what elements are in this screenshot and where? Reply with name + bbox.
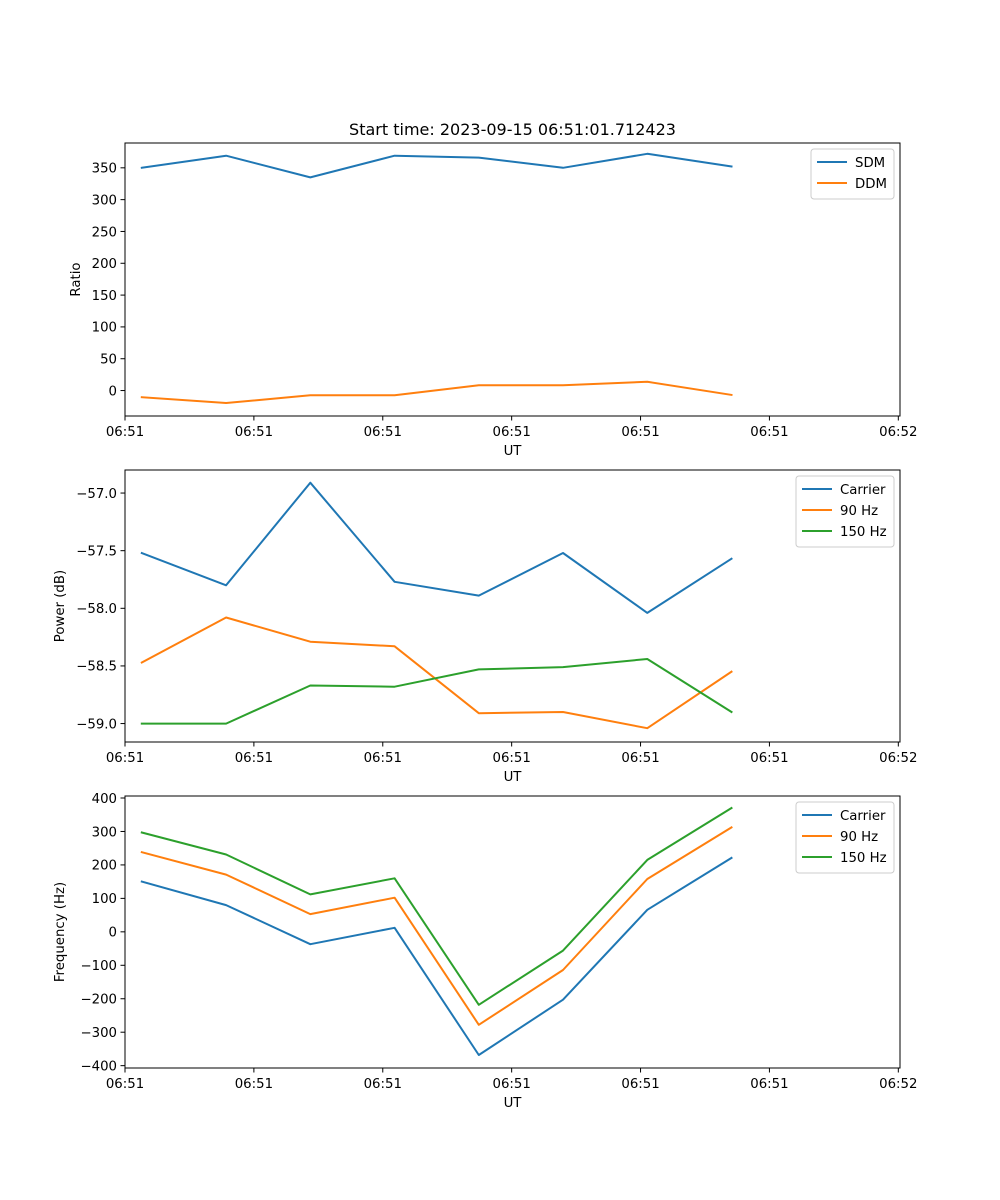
legend-frame [795,801,895,874]
x-axis-label: UT [504,1096,523,1111]
x-tick-label: 06:51 [621,1077,659,1092]
legend: Carrier 90 Hz 150 Hz [795,475,895,548]
axes-frame [124,469,901,743]
series-line-90-hz [140,616,733,730]
x-tick-label: 06:51 [106,1077,144,1092]
y-tick-label: 200 [92,859,117,874]
x-tick-label: 06:51 [621,751,659,766]
axes-frame [124,142,901,417]
series-line-carrier [140,481,733,614]
x-tick-label: 06:51 [621,425,659,440]
x-tick-label: 06:51 [235,1077,273,1092]
x-tick-label: 06:51 [492,425,530,440]
y-tick-label: −57.0 [76,487,117,502]
legend-label: 150 Hz [840,851,887,866]
y-tick-label: −58.0 [76,602,117,617]
legend-label: Carrier [840,483,886,498]
x-tick-label: 06:51 [235,751,273,766]
legend-label: 150 Hz [840,525,887,540]
legend-frame [795,475,895,548]
y-tick-label: 150 [92,289,117,304]
series-line-carrier [140,856,733,1056]
series-line-150-hz [140,806,733,1006]
y-tick-label: 300 [92,193,117,208]
x-axis-label: UT [504,770,523,785]
subplot-3: 06:51 06:51 06:51 06:51 06:51 06:51 06:52 UT −40… [53,792,917,1111]
subplot-1: Start time: 2023-09-15 06:51:01.712423 06… [69,120,917,459]
series-line-sdm [140,152,733,179]
y-tick-label: 0 [109,926,117,941]
y-tick-label: −400 [80,1059,117,1074]
x-tick-label: 06:51 [106,751,144,766]
y-axis-label: Frequency (Hz) [53,882,68,982]
legend-label: 90 Hz [840,504,878,519]
y-tick-label: 350 [92,162,117,177]
y-tick-label: 200 [92,257,117,272]
series-line-ddm [140,380,733,404]
y-tick-label: 300 [92,825,117,840]
y-tick-label: 100 [92,892,117,907]
legend: Carrier 90 Hz 150 Hz [795,801,895,874]
x-tick-label: 06:51 [492,1077,530,1092]
legend-label: Carrier [840,809,886,824]
x-tick-label: 06:51 [750,751,788,766]
y-tick-label: 0 [109,384,117,399]
y-tick-label: 400 [92,792,117,807]
x-tick-label: 06:52 [879,751,917,766]
y-tick-label: 100 [92,321,117,336]
y-tick-label: −59.0 [76,717,117,732]
y-tick-label: 50 [100,353,117,368]
y-tick-label: −300 [80,1026,117,1041]
legend: SDM DDM [810,148,895,200]
legend-label: SDM [855,156,885,171]
x-tick-label: 06:51 [235,425,273,440]
x-tick-label: 06:51 [364,425,402,440]
legend-label: DDM [855,177,887,192]
y-axis-label: Ratio [69,262,84,296]
legend-label: 90 Hz [840,830,878,845]
series-line-90-hz [140,826,733,1026]
x-tick-label: 06:52 [879,425,917,440]
x-tick-label: 06:51 [750,425,788,440]
y-tick-label: −57.5 [76,544,117,559]
x-tick-label: 06:51 [364,751,402,766]
y-tick-label: −58.5 [76,660,117,675]
x-tick-label: 06:52 [879,1077,917,1092]
x-tick-label: 06:51 [492,751,530,766]
x-tick-label: 06:51 [750,1077,788,1092]
chart-title: Start time: 2023-09-15 06:51:01.712423 [349,120,676,139]
x-tick-label: 06:51 [106,425,144,440]
x-axis-label: UT [504,444,523,459]
axes-frame [124,795,901,1069]
y-tick-label: −200 [80,993,117,1008]
y-tick-label: 250 [92,225,117,240]
y-tick-label: −100 [80,959,117,974]
x-tick-label: 06:51 [364,1077,402,1092]
series-line-150-hz [140,658,733,725]
y-axis-label: Power (dB) [53,570,68,642]
subplot-2: 06:51 06:51 06:51 06:51 06:51 06:51 06:52 UT −59… [53,469,917,785]
